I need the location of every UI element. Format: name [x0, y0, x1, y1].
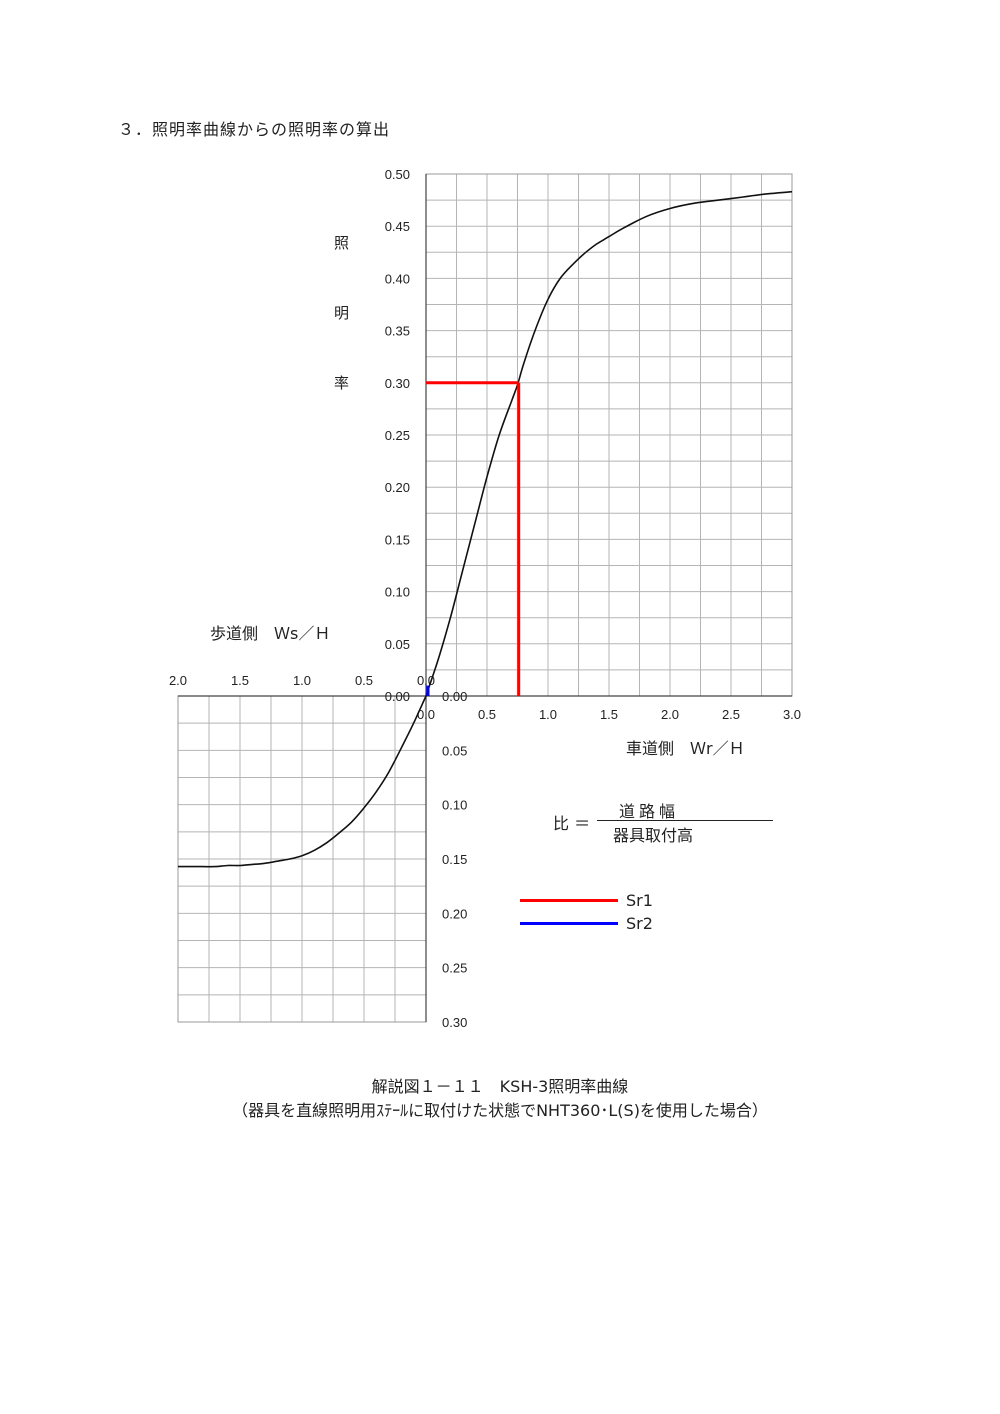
- sidewalk-y-tick-label: 0.20: [442, 906, 467, 921]
- roadway-x-tick-label: 0.5: [478, 707, 496, 722]
- roadway-y-tick-label: 0.30: [385, 376, 410, 391]
- formula-ratio-label: 比 ＝: [553, 814, 591, 833]
- sidewalk-y-tick-label: 0.00: [442, 689, 467, 704]
- legend-label-sr2: Sr2: [626, 914, 653, 933]
- sidewalk-axis-title: 歩道側 Ｗs／Ｈ: [210, 624, 331, 643]
- sidewalk-x-tick-label: 0.5: [355, 673, 373, 688]
- roadway-y-tick-label: 0.10: [385, 585, 410, 600]
- sidewalk-y-tick-label: 0.05: [442, 743, 467, 758]
- sidewalk-y-tick-label: 0.15: [442, 852, 467, 867]
- roadway-x-tick-label: 0.0: [417, 707, 435, 722]
- formula-numerator: 道路幅: [619, 802, 680, 821]
- roadway-x-tick-label: 1.5: [600, 707, 618, 722]
- roadway-curve: [425, 190, 793, 697]
- roadway-axis-title: 車道側 Ｗr／Ｈ: [626, 739, 745, 758]
- sidewalk-y-tick-label: 0.25: [442, 961, 467, 976]
- figure-caption: 解説図１－１１ KSH-3照明率曲線: [371, 1077, 629, 1096]
- y-axis-label-char-3: 率: [334, 374, 350, 392]
- roadway-y-tick-label: 0.40: [385, 271, 410, 286]
- roadway-y-tick-label: 0.50: [385, 167, 410, 182]
- roadway-x-tick-label: 2.5: [722, 707, 740, 722]
- sidewalk-y-tick-label: 0.30: [442, 1015, 467, 1030]
- figure-caption-note: （器具を直線照明用ｽﾃｰﾙに取付けた状態でNHT360･L(S)を使用した場合）: [232, 1101, 768, 1120]
- sidewalk-x-tick-label: 1.5: [231, 673, 249, 688]
- roadway-y-tick-label: 0.45: [385, 219, 410, 234]
- roadway-y-tick-label: 0.35: [385, 324, 410, 339]
- sidewalk-x-tick-label: 1.0: [293, 673, 311, 688]
- sidewalk-x-tick-label: 2.0: [169, 673, 187, 688]
- legend-swatch-sr2: [520, 922, 618, 925]
- roadway-y-tick-label: 0.15: [385, 532, 410, 547]
- formula-fraction-bar: [597, 820, 773, 821]
- roadway-y-tick-label: 0.25: [385, 428, 410, 443]
- formula-denominator: 器具取付高: [613, 826, 694, 845]
- y-axis-label-char-1: 照: [334, 234, 350, 252]
- roadway-x-tick-label: 2.0: [661, 707, 679, 722]
- roadway-x-tick-label: 1.0: [539, 707, 557, 722]
- roadway-x-tick-label: 3.0: [783, 707, 801, 722]
- legend-item-sr2: Sr2: [520, 914, 653, 933]
- legend-label-sr1: Sr1: [626, 891, 653, 910]
- sidewalk-curve: [178, 695, 427, 868]
- section-heading: ３．照明率曲線からの照明率の算出: [118, 120, 391, 139]
- roadway-y-tick-label: 0.20: [385, 480, 410, 495]
- legend-swatch-sr1: [520, 899, 618, 902]
- legend-item-sr1: Sr1: [520, 891, 653, 910]
- y-axis-label-char-2: 明: [334, 304, 350, 322]
- roadway-y-tick-label: 0.05: [385, 637, 410, 652]
- sidewalk-y-tick-label: 0.10: [442, 798, 467, 813]
- roadway-y-tick-label: 0.00: [385, 689, 410, 704]
